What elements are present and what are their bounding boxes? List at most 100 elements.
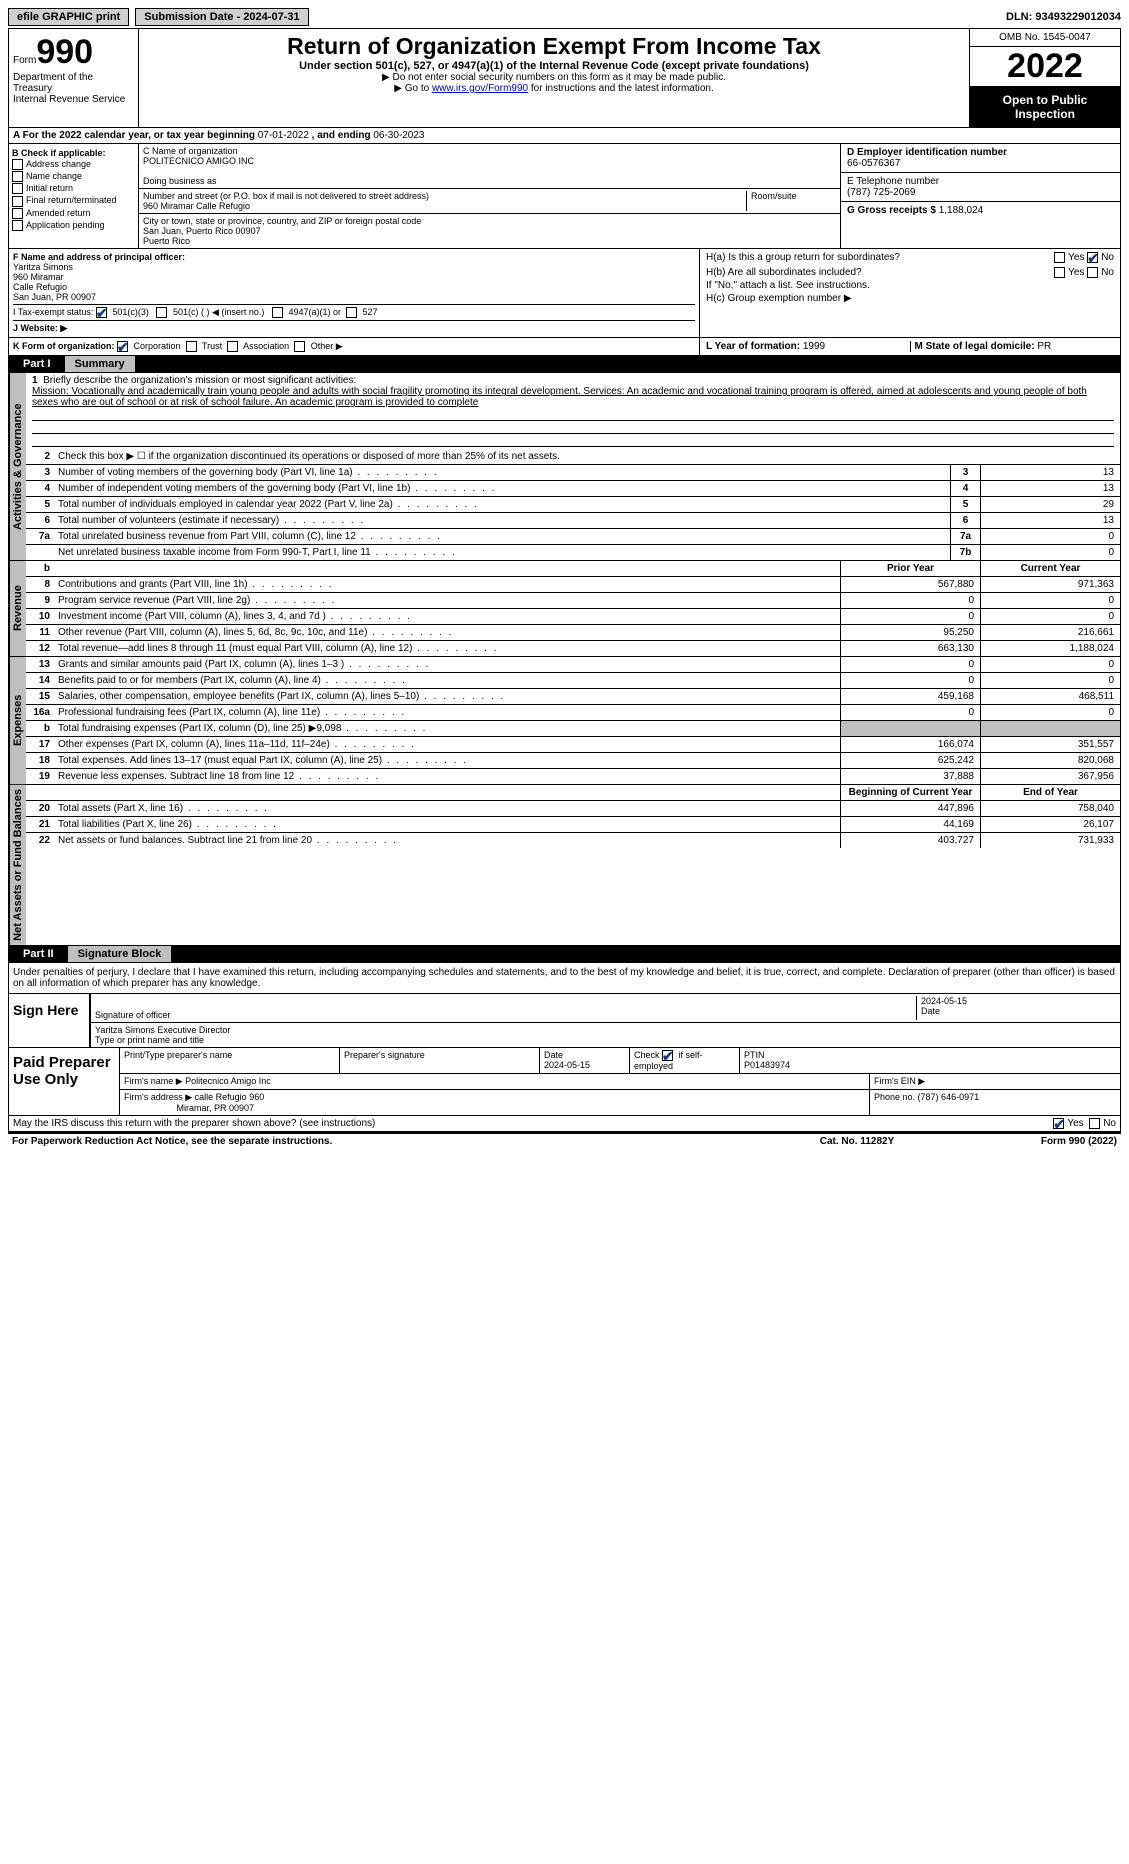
cb-discuss-yes[interactable] xyxy=(1053,1118,1064,1129)
mission-text: Mission: Vocationally and academically t… xyxy=(32,386,1114,408)
country: Puerto Rico xyxy=(143,236,836,246)
org-name: POLITECNICO AMIGO INC xyxy=(143,156,836,166)
room-suite: Room/suite xyxy=(746,191,836,211)
side-revenue: Revenue xyxy=(9,561,26,656)
city-label: City or town, state or province, country… xyxy=(143,216,836,226)
ein-label: D Employer identification number xyxy=(847,147,1007,158)
form-footer: Form 990 (2022) xyxy=(957,1136,1117,1147)
side-net-assets: Net Assets or Fund Balances xyxy=(9,785,26,945)
table-row: 5Total number of individuals employed in… xyxy=(26,497,1120,513)
row-k: K Form of organization: Corporation Trus… xyxy=(9,338,700,355)
form-subtitle: Under section 501(c), 527, or 4947(a)(1)… xyxy=(143,60,965,72)
header-right: OMB No. 1545-0047 2022 Open to Public In… xyxy=(970,29,1120,127)
officer-name: Yaritza Simons xyxy=(13,262,695,272)
section-net-assets: Net Assets or Fund Balances Beginning of… xyxy=(8,785,1121,946)
sign-here-label: Sign Here xyxy=(9,994,89,1047)
cb-corp[interactable] xyxy=(117,341,128,352)
ptin: P01483974 xyxy=(744,1060,790,1070)
table-row: 21Total liabilities (Part X, line 26)44,… xyxy=(26,817,1120,833)
table-row: 14Benefits paid to or for members (Part … xyxy=(26,673,1120,689)
website-label: J Website: ▶ xyxy=(13,323,67,333)
prep-date: 2024-05-15 xyxy=(544,1060,590,1070)
table-row: 3Number of voting members of the governi… xyxy=(26,465,1120,481)
firm-name: Politecnico Amigo Inc xyxy=(185,1076,271,1086)
cb-501c3[interactable] xyxy=(96,307,107,318)
cb-hb-no[interactable] xyxy=(1087,267,1098,278)
cb-final-return[interactable] xyxy=(12,196,23,207)
table-row: 18Total expenses. Add lines 13–17 (must … xyxy=(26,753,1120,769)
form-number: 990 xyxy=(36,33,93,71)
firm-addr2: Miramar, PR 00907 xyxy=(177,1103,255,1113)
section-governance: Activities & Governance 1 Briefly descri… xyxy=(8,373,1121,561)
open-inspection: Open to Public Inspection xyxy=(970,87,1120,127)
city: San Juan, Puerto Rico 00907 xyxy=(143,226,836,236)
cb-4947[interactable] xyxy=(272,307,283,318)
firm-phone: (787) 646-0971 xyxy=(918,1092,980,1102)
cb-527[interactable] xyxy=(346,307,357,318)
cb-trust[interactable] xyxy=(186,341,197,352)
cb-ha-yes[interactable] xyxy=(1054,252,1065,263)
dba-label: Doing business as xyxy=(143,176,836,186)
table-row: 19Revenue less expenses. Subtract line 1… xyxy=(26,769,1120,784)
gross-receipts: 1,188,024 xyxy=(939,205,984,216)
part2-bar: Part II Signature Block xyxy=(8,946,1121,963)
cb-name-change[interactable] xyxy=(12,171,23,182)
col-h: H(a) Is this a group return for subordin… xyxy=(700,249,1120,337)
table-row: 20Total assets (Part X, line 16)447,8967… xyxy=(26,801,1120,817)
col-f: F Name and address of principal officer:… xyxy=(9,249,700,337)
table-row: 22Net assets or fund balances. Subtract … xyxy=(26,833,1120,848)
cb-initial-return[interactable] xyxy=(12,183,23,194)
paid-preparer-block: Paid Preparer Use Only Print/Type prepar… xyxy=(8,1048,1121,1116)
table-row: 16aProfessional fundraising fees (Part I… xyxy=(26,705,1120,721)
org-name-label: C Name of organization xyxy=(143,146,836,156)
cb-hb-yes[interactable] xyxy=(1054,267,1065,278)
mission-block: 1 Briefly describe the organization's mi… xyxy=(26,373,1120,449)
side-expenses: Expenses xyxy=(9,657,26,784)
tel: (787) 725-2069 xyxy=(847,187,1114,198)
table-row: 6Total number of volunteers (estimate if… xyxy=(26,513,1120,529)
tax-year: 2022 xyxy=(970,47,1120,87)
form-title: Return of Organization Exempt From Incom… xyxy=(143,33,965,60)
cb-self-employed[interactable] xyxy=(662,1050,673,1061)
table-row: 10Investment income (Part VIII, column (… xyxy=(26,609,1120,625)
row-klm: K Form of organization: Corporation Trus… xyxy=(8,338,1121,356)
header-left: Form990 Department of the Treasury Inter… xyxy=(9,29,139,127)
submission-date: Submission Date - 2024-07-31 xyxy=(135,8,308,26)
firm-addr1: calle Refugio 960 xyxy=(195,1092,265,1102)
table-row: Net unrelated business taxable income fr… xyxy=(26,545,1120,560)
omb-number: OMB No. 1545-0047 xyxy=(970,29,1120,47)
ssn-note: ▶ Do not enter social security numbers o… xyxy=(143,72,965,83)
declaration: Under penalties of perjury, I declare th… xyxy=(8,963,1121,994)
ein: 66-0576367 xyxy=(847,158,1114,169)
discuss-row: May the IRS discuss this return with the… xyxy=(8,1116,1121,1132)
irs-link[interactable]: www.irs.gov/Form990 xyxy=(432,83,528,94)
cb-application[interactable] xyxy=(12,220,23,231)
cb-ha-no[interactable] xyxy=(1087,252,1098,263)
table-row: 8Contributions and grants (Part VIII, li… xyxy=(26,577,1120,593)
officer-name-title: Yaritza Simons Executive Director xyxy=(95,1025,1116,1035)
row-fh: F Name and address of principal officer:… xyxy=(8,249,1121,338)
col-c-org-info: C Name of organization POLITECNICO AMIGO… xyxy=(139,144,840,248)
sig-date: 2024-05-15 xyxy=(921,996,1116,1006)
cb-assoc[interactable] xyxy=(227,341,238,352)
top-bar: efile GRAPHIC print Submission Date - 20… xyxy=(8,8,1121,26)
footer: For Paperwork Reduction Act Notice, see … xyxy=(8,1132,1121,1149)
cb-other[interactable] xyxy=(294,341,305,352)
dept-treasury: Department of the Treasury xyxy=(13,72,134,94)
year-formation: 1999 xyxy=(803,341,825,352)
row-a-tax-year: A For the 2022 calendar year, or tax yea… xyxy=(8,128,1121,144)
cb-address-change[interactable] xyxy=(12,159,23,170)
cb-amended[interactable] xyxy=(12,208,23,219)
section-revenue: Revenue bPrior YearCurrent Year 8Contrib… xyxy=(8,561,1121,657)
cat-no: Cat. No. 11282Y xyxy=(757,1136,957,1147)
cb-discuss-no[interactable] xyxy=(1089,1118,1100,1129)
side-governance: Activities & Governance xyxy=(9,373,26,560)
col-b-checkboxes: B Check if applicable: Address change Na… xyxy=(9,144,139,248)
table-row: 12Total revenue—add lines 8 through 11 (… xyxy=(26,641,1120,656)
paid-preparer-label: Paid Preparer Use Only xyxy=(9,1048,119,1115)
efile-print-button[interactable]: efile GRAPHIC print xyxy=(8,8,129,26)
table-row: 15Salaries, other compensation, employee… xyxy=(26,689,1120,705)
cb-501c[interactable] xyxy=(156,307,167,318)
table-row: 13Grants and similar amounts paid (Part … xyxy=(26,657,1120,673)
row-lm: L Year of formation: 1999 M State of leg… xyxy=(700,338,1120,355)
